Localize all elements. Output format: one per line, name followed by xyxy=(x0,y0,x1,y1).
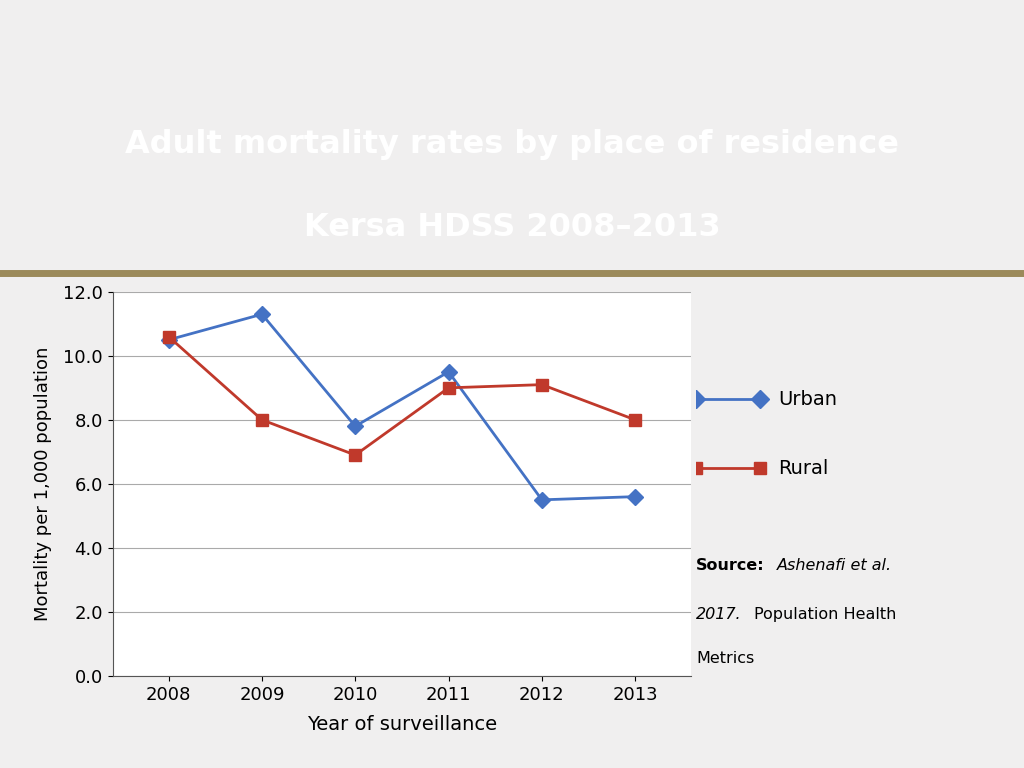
Text: Source:: Source: xyxy=(696,558,765,574)
Y-axis label: Mortality per 1,000 population: Mortality per 1,000 population xyxy=(34,346,52,621)
Text: Metrics: Metrics xyxy=(696,651,755,666)
Text: Rural: Rural xyxy=(778,459,828,478)
Text: Urban: Urban xyxy=(778,390,838,409)
Text: Kersa HDSS 2008–2013: Kersa HDSS 2008–2013 xyxy=(304,212,720,243)
Text: 2017.: 2017. xyxy=(696,607,742,622)
Text: Adult mortality rates by place of residence: Adult mortality rates by place of reside… xyxy=(125,129,899,161)
X-axis label: Year of surveillance: Year of surveillance xyxy=(307,715,497,733)
Text: Population Health: Population Health xyxy=(754,607,896,622)
Text: Ashenafi et al.: Ashenafi et al. xyxy=(776,558,892,574)
